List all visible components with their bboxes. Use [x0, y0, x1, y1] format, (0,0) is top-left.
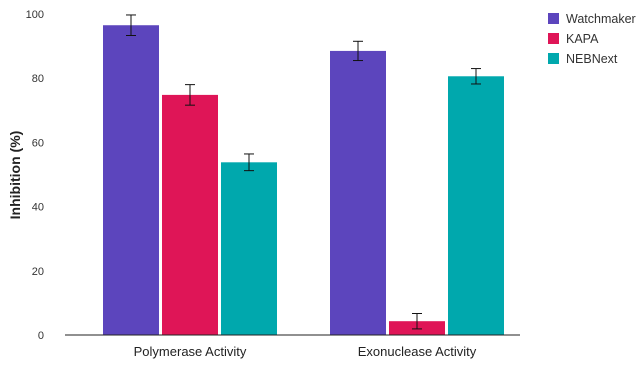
y-axis-ticks: 0 20 40 60 80 100 — [26, 9, 44, 342]
y-tick-label: 20 — [32, 266, 44, 278]
y-tick-label: 100 — [26, 9, 44, 21]
y-axis-title: Inhibition (%) — [7, 131, 23, 220]
bars — [103, 25, 504, 336]
y-tick-label: 40 — [32, 202, 44, 214]
error-bar — [244, 153, 254, 172]
bar-kapa-polymerase — [162, 94, 218, 335]
error-bar — [126, 14, 136, 37]
legend-swatch — [548, 13, 559, 24]
bar-watchmaker-exonuclease — [330, 50, 386, 335]
legend-swatch — [548, 53, 559, 64]
y-tick-label: 80 — [32, 73, 44, 85]
legend-swatch — [548, 33, 559, 44]
x-category-label: Polymerase Activity — [134, 344, 247, 359]
error-bar — [353, 40, 363, 62]
error-bar — [471, 68, 481, 85]
x-axis-labels: Polymerase Activity Exonuclease Activity — [134, 344, 477, 359]
error-bar — [185, 84, 195, 106]
y-tick-label: 0 — [38, 330, 44, 342]
bar-nebnext-exonuclease — [448, 76, 504, 336]
error-bars — [126, 14, 481, 330]
legend: Watchmaker KAPA NEBNext — [548, 12, 636, 66]
y-tick-label: 60 — [32, 137, 44, 149]
bar-watchmaker-polymerase — [103, 25, 159, 336]
x-category-label: Exonuclease Activity — [358, 344, 477, 359]
legend-label: NEBNext — [566, 52, 618, 66]
legend-item-watchmaker: Watchmaker — [548, 12, 636, 26]
legend-item-kapa: KAPA — [548, 32, 599, 46]
error-bar — [412, 312, 422, 330]
legend-label: Watchmaker — [566, 12, 636, 26]
legend-label: KAPA — [566, 32, 599, 46]
legend-item-nebnext: NEBNext — [548, 52, 618, 66]
bar-nebnext-polymerase — [221, 162, 277, 335]
